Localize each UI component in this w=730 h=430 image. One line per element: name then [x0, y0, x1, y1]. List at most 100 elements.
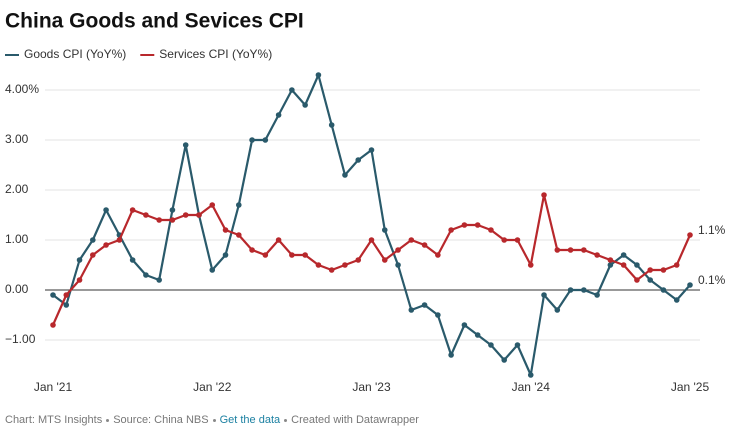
- data-point: [50, 322, 56, 328]
- data-point: [235, 232, 242, 238]
- data-point: [620, 252, 627, 258]
- separator: [212, 418, 216, 422]
- data-point: [567, 247, 574, 253]
- data-point: [660, 287, 667, 293]
- data-point: [554, 247, 561, 253]
- data-point: [90, 237, 96, 243]
- data-point: [647, 277, 653, 283]
- data-point: [421, 242, 428, 248]
- data-point: [249, 247, 255, 253]
- data-point: [448, 227, 454, 233]
- data-point: [328, 122, 335, 128]
- data-point: [501, 237, 508, 243]
- data-point: [342, 262, 348, 268]
- data-point: [182, 212, 189, 218]
- data-point: [541, 292, 547, 298]
- y-tick-label: 4.00%: [5, 82, 39, 96]
- data-point: [262, 137, 269, 143]
- chart: China Goods and Sevices CPI Goods CPI (Y…: [5, 10, 726, 394]
- data-point: [209, 267, 216, 273]
- data-point: [315, 262, 322, 268]
- data-point: [501, 357, 508, 363]
- created-with: Created with Datawrapper: [291, 414, 419, 426]
- data-point: [581, 287, 587, 293]
- data-point: [673, 297, 680, 303]
- data-point: [474, 332, 481, 338]
- data-point: [222, 227, 229, 233]
- source: Source: China NBS: [113, 414, 209, 426]
- data-point: [660, 267, 667, 273]
- data-point: [143, 272, 149, 278]
- data-point: [567, 287, 574, 293]
- credit: Chart: MTS Insights: [5, 414, 103, 426]
- data-point: [527, 372, 534, 378]
- data-point: [129, 207, 136, 213]
- data-point: [156, 217, 162, 223]
- separator: [284, 418, 288, 422]
- data-point: [435, 312, 441, 318]
- x-tick-label: Jan '25: [671, 380, 710, 394]
- data-point: [461, 222, 468, 228]
- series-line: [52, 73, 691, 377]
- data-point: [209, 202, 216, 208]
- data-point: [289, 252, 295, 258]
- data-point: [634, 262, 640, 268]
- data-point: [620, 262, 627, 268]
- data-point: [129, 257, 136, 263]
- data-point: [514, 342, 521, 348]
- data-point: [90, 252, 96, 258]
- separator: [106, 418, 110, 422]
- data-point: [262, 252, 269, 258]
- data-point: [355, 257, 362, 263]
- data-point: [222, 252, 229, 258]
- data-point: [488, 227, 494, 233]
- data-point: [514, 237, 521, 243]
- data-point: [76, 277, 83, 283]
- data-point: [594, 292, 600, 298]
- data-point: [607, 257, 614, 263]
- data-point: [156, 277, 162, 283]
- data-point: [474, 222, 481, 228]
- data-point: [196, 212, 202, 218]
- y-tick-label: −1.00: [5, 332, 36, 346]
- data-point: [169, 207, 176, 213]
- x-tick-label: Jan '22: [193, 380, 232, 394]
- data-point: [103, 207, 109, 213]
- value-label: 0.1%: [698, 273, 726, 287]
- data-point: [63, 292, 70, 298]
- data-point: [634, 277, 640, 283]
- data-point: [169, 217, 176, 223]
- data-point: [461, 322, 468, 328]
- data-point: [50, 292, 56, 298]
- data-point: [554, 307, 561, 313]
- y-tick-label: 3.00: [5, 132, 29, 146]
- legend-label: Goods CPI (YoY%): [24, 47, 126, 61]
- data-point: [488, 342, 494, 348]
- footer: Chart: MTS Insights Source: China NBS Get …: [5, 414, 419, 426]
- data-link[interactable]: Get the data: [219, 414, 281, 426]
- data-point: [408, 237, 415, 243]
- y-tick-label: 2.00: [5, 182, 29, 196]
- data-point: [687, 282, 693, 288]
- data-point: [289, 87, 295, 93]
- data-point: [687, 232, 693, 238]
- data-point: [607, 262, 614, 268]
- x-tick-label: Jan '24: [512, 380, 551, 394]
- data-point: [315, 72, 322, 78]
- chart-title: China Goods and Sevices CPI: [5, 10, 304, 33]
- data-point: [673, 262, 680, 268]
- data-point: [355, 157, 362, 163]
- data-point: [342, 172, 348, 178]
- legend-label: Services CPI (YoY%): [159, 47, 272, 61]
- data-point: [395, 262, 401, 268]
- data-point: [647, 267, 653, 273]
- data-point: [275, 112, 282, 118]
- data-point: [581, 247, 587, 253]
- data-point: [368, 147, 375, 153]
- x-tick-label: Jan '23: [352, 380, 391, 394]
- data-point: [594, 252, 600, 258]
- data-point: [235, 202, 242, 208]
- data-point: [381, 227, 388, 233]
- data-point: [76, 257, 83, 263]
